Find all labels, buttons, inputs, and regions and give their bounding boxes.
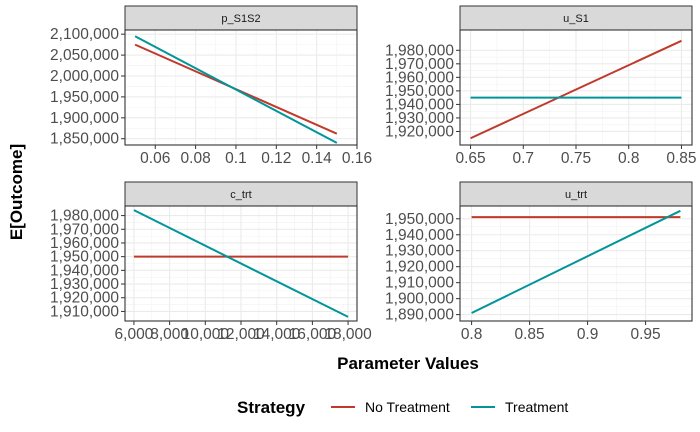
y-tick-label: 1,920,000 (385, 123, 454, 140)
series-line-no-treatment (470, 39, 682, 140)
x-tick-label: 10,000 (182, 326, 230, 343)
x-tick-label: 0.16 (342, 150, 372, 167)
y-tick-label: 1,930,000 (385, 243, 454, 260)
y-tick-label: 1,940,000 (385, 227, 454, 244)
y-tick-label: 2,000,000 (50, 68, 119, 85)
facet-panel: c_trt6,0008,00010,00012,00014,00016,0001… (50, 181, 372, 343)
y-tick-label: 1,950,000 (385, 83, 454, 100)
series-line-treatment (134, 35, 338, 144)
x-tick-label: 16,000 (289, 326, 337, 343)
y-tick-label: 1,920,000 (50, 290, 119, 307)
facet-strip-label: u_S1 (563, 13, 589, 25)
x-axis-title: Parameter Values (337, 354, 479, 373)
y-tick-label: 1,920,000 (385, 259, 454, 276)
y-tick-label: 1,900,000 (385, 291, 454, 308)
facet-strip-label: c_trt (230, 189, 251, 201)
y-tick-label: 1,980,000 (50, 208, 119, 225)
y-tick-label: 2,100,000 (50, 26, 119, 43)
y-tick-label: 1,970,000 (50, 221, 119, 238)
facet-panels: p_S1S2 0.06 0.08 0.1 0.12 0.14 0.16 1,850,000 1,… (50, 5, 697, 343)
x-tick-label: 0.7 (512, 150, 534, 167)
x-tick-label: 0.85 (666, 150, 696, 167)
legend-label-no-treatment: No Treatment (365, 399, 450, 415)
y-tick-label: 1,940,000 (385, 96, 454, 113)
x-tick-label: 14,000 (253, 326, 301, 343)
facet-panel: u_S1 0.65 0.7 0.75 0.8 0.85 1,920,0001,930,000… (385, 5, 697, 167)
y-tick-label: 1,930,000 (385, 110, 454, 127)
series-line-treatment (133, 209, 349, 318)
facet-strip-label: p_S1S2 (221, 13, 260, 25)
y-tick-label: 1,950,000 (50, 249, 119, 266)
y-tick-label: 1,950,000 (50, 89, 119, 106)
y-tick-label: 1,930,000 (50, 276, 119, 293)
facet-strip (459, 181, 693, 207)
x-tick-label: 0.65 (455, 150, 485, 167)
x-tick-label: 12,000 (217, 326, 265, 343)
x-tick-label: 0.12 (261, 150, 291, 167)
y-axis-title: E[Outcome] (7, 144, 26, 240)
y-tick-label: 1,950,000 (385, 211, 454, 228)
panel-background (460, 206, 692, 321)
x-tick-label: 0.08 (181, 150, 211, 167)
x-tick-label: 0.8 (461, 326, 483, 343)
y-tick-label: 1,890,000 (385, 307, 454, 324)
series-line-treatment (471, 209, 681, 314)
x-tick-label: 8,000 (150, 326, 189, 343)
facet-strip (124, 5, 358, 31)
y-tick-label: 2,050,000 (50, 47, 119, 64)
y-tick-label: 1,960,000 (50, 235, 119, 252)
legend: Strategy No Treatment Treatment (237, 398, 568, 417)
legend-label-treatment: Treatment (505, 399, 568, 415)
x-tick-label: 0.85 (515, 326, 545, 343)
x-tick-label: 0.95 (631, 326, 661, 343)
panel-border (124, 29, 358, 146)
x-tick-label: 6,000 (115, 326, 154, 343)
x-tick-label: 0.8 (618, 150, 640, 167)
legend-title: Strategy (237, 398, 306, 417)
y-tick-label: 1,910,000 (50, 303, 119, 320)
x-tick-label: 18,000 (324, 326, 372, 343)
y-tick-label: 1,940,000 (50, 262, 119, 279)
x-tick-label: 0.14 (302, 150, 333, 167)
facet-strip-label: u_trt (565, 189, 587, 201)
x-tick-label: 0.9 (577, 326, 599, 343)
x-tick-label: 0.1 (225, 150, 247, 167)
facet-panel: p_S1S2 0.06 0.08 0.1 0.12 0.14 0.16 1,850,000 1,… (50, 5, 372, 167)
y-tick-label: 1,900,000 (50, 110, 119, 127)
y-tick-label: 1,970,000 (385, 56, 454, 73)
y-tick-label: 1,910,000 (385, 275, 454, 292)
facet-strip (459, 5, 693, 31)
facet-strip (124, 181, 358, 207)
y-tick-label: 1,960,000 (385, 69, 454, 86)
x-tick-label: 0.75 (561, 150, 591, 167)
y-tick-label: 1,850,000 (50, 131, 119, 148)
y-tick-label: 1,980,000 (385, 42, 454, 59)
x-tick-label: 0.06 (140, 150, 170, 167)
panel-border (459, 205, 693, 322)
